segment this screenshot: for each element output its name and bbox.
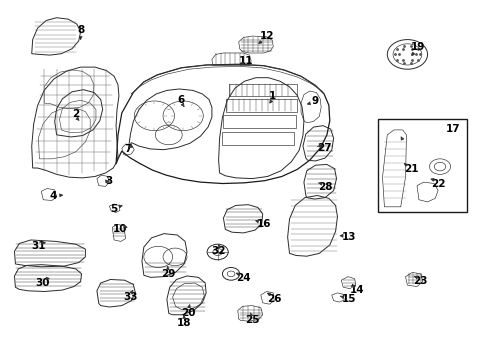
Text: 30: 30 <box>35 278 49 288</box>
Text: 16: 16 <box>256 220 270 229</box>
Text: 11: 11 <box>239 57 253 67</box>
Text: 5: 5 <box>110 204 118 214</box>
Bar <box>226 99 297 112</box>
Text: 18: 18 <box>177 318 191 328</box>
Text: 10: 10 <box>112 224 127 234</box>
Bar <box>222 132 294 145</box>
Text: 2: 2 <box>72 109 79 119</box>
Text: 12: 12 <box>260 31 274 41</box>
Text: 15: 15 <box>341 294 355 304</box>
Bar <box>229 84 297 96</box>
Text: 21: 21 <box>403 165 418 174</box>
Text: 32: 32 <box>211 246 225 256</box>
Text: 29: 29 <box>161 269 175 279</box>
Text: 33: 33 <box>123 292 138 302</box>
Text: 9: 9 <box>311 96 318 106</box>
Text: 8: 8 <box>77 26 84 35</box>
Text: 27: 27 <box>316 143 331 153</box>
Text: 7: 7 <box>123 144 131 154</box>
Text: 14: 14 <box>349 285 364 295</box>
Text: 22: 22 <box>430 179 445 189</box>
Text: 31: 31 <box>31 241 45 251</box>
Text: 20: 20 <box>181 308 195 318</box>
Text: 26: 26 <box>266 293 281 303</box>
Text: 4: 4 <box>49 190 57 201</box>
Text: 23: 23 <box>413 276 427 286</box>
Bar <box>223 115 296 128</box>
Bar <box>377 119 466 212</box>
Text: 6: 6 <box>177 95 184 105</box>
Text: 24: 24 <box>236 273 250 283</box>
Text: 17: 17 <box>445 124 460 134</box>
Text: 25: 25 <box>244 315 259 325</box>
Text: 28: 28 <box>317 182 331 192</box>
Text: 3: 3 <box>105 176 113 186</box>
Text: 1: 1 <box>268 91 275 101</box>
Text: 13: 13 <box>341 232 355 242</box>
Text: 19: 19 <box>410 42 424 52</box>
